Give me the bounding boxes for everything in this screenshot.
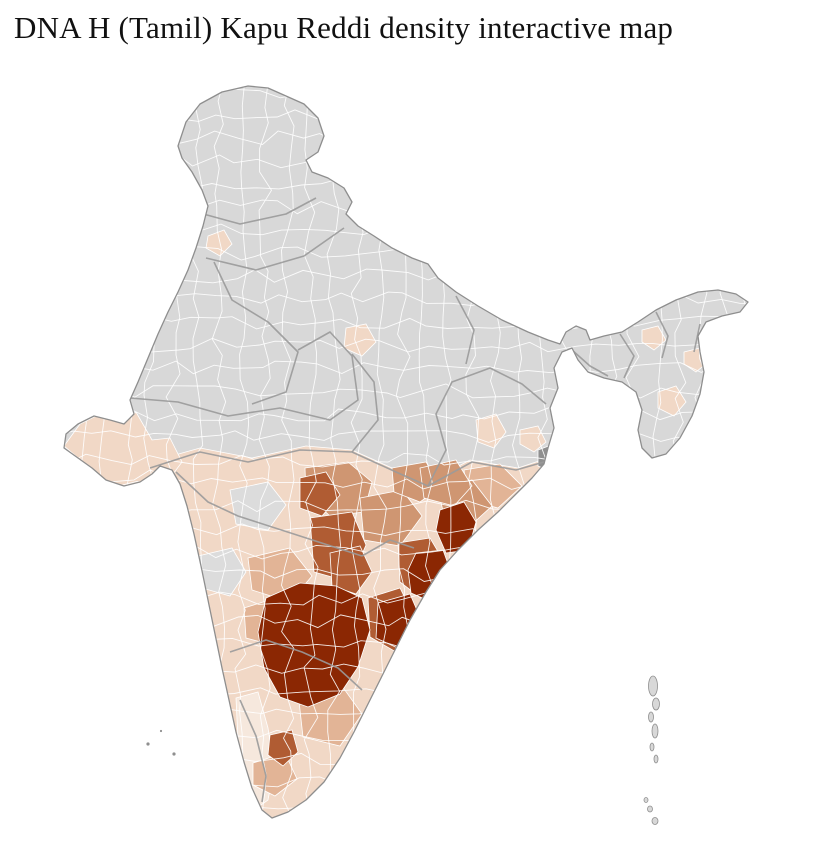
- district-boundary-line: [64, 683, 748, 698]
- district-boundary-line: [64, 636, 748, 652]
- district-boundary-line: [64, 774, 748, 790]
- district-boundary-line: [64, 337, 748, 353]
- district-boundary-line: [579, 86, 595, 818]
- district-boundary-line: [672, 86, 687, 818]
- district-boundary-line: [64, 222, 748, 237]
- state-borders: [129, 197, 701, 803]
- district-boundary-line: [64, 86, 66, 818]
- lakshadweep-islands[interactable]: [146, 729, 176, 756]
- district-boundary-line: [64, 406, 748, 422]
- district-boundary-line: [64, 130, 748, 146]
- district-boundary-line: [625, 87, 641, 818]
- district-patch-punjab[interactable]: [205, 229, 233, 257]
- district-patch-north-3[interactable]: [519, 425, 547, 453]
- district-boundary-line: [556, 86, 572, 818]
- district-boundary-line: [303, 88, 319, 818]
- district-boundary-line: [764, 83, 778, 841]
- district-boundary-line: [64, 199, 748, 215]
- district-boundary-line: [326, 86, 342, 818]
- district-boundary-line: [64, 107, 748, 122]
- district-boundary-line: [694, 86, 709, 818]
- district-boundary-line: [717, 86, 733, 818]
- district-boundary-line: [257, 86, 273, 818]
- district-boundary-line: [64, 176, 748, 191]
- district-patch-salem[interactable]: [267, 729, 299, 767]
- district-boundary-line: [602, 86, 618, 818]
- district-boundary-line: [64, 153, 748, 169]
- district-boundary-line: [64, 660, 748, 675]
- district-boundary-line: [64, 430, 748, 445]
- andaman-nicobar-islands[interactable]: [643, 675, 660, 825]
- district-boundary-line: [64, 383, 748, 399]
- district-patch-north-1[interactable]: [343, 323, 377, 357]
- page-title: DNA H (Tamil) Kapu Reddi density interac…: [14, 10, 674, 45]
- district-patch-adilabad[interactable]: [299, 471, 341, 517]
- district-boundary-line: [742, 86, 748, 818]
- district-boundary-line: [64, 86, 748, 100]
- district-boundary-line: [64, 797, 748, 813]
- india-outline: [63, 85, 749, 819]
- district-patch-telangana-south[interactable]: [329, 545, 373, 595]
- district-boundary-line: [234, 86, 250, 818]
